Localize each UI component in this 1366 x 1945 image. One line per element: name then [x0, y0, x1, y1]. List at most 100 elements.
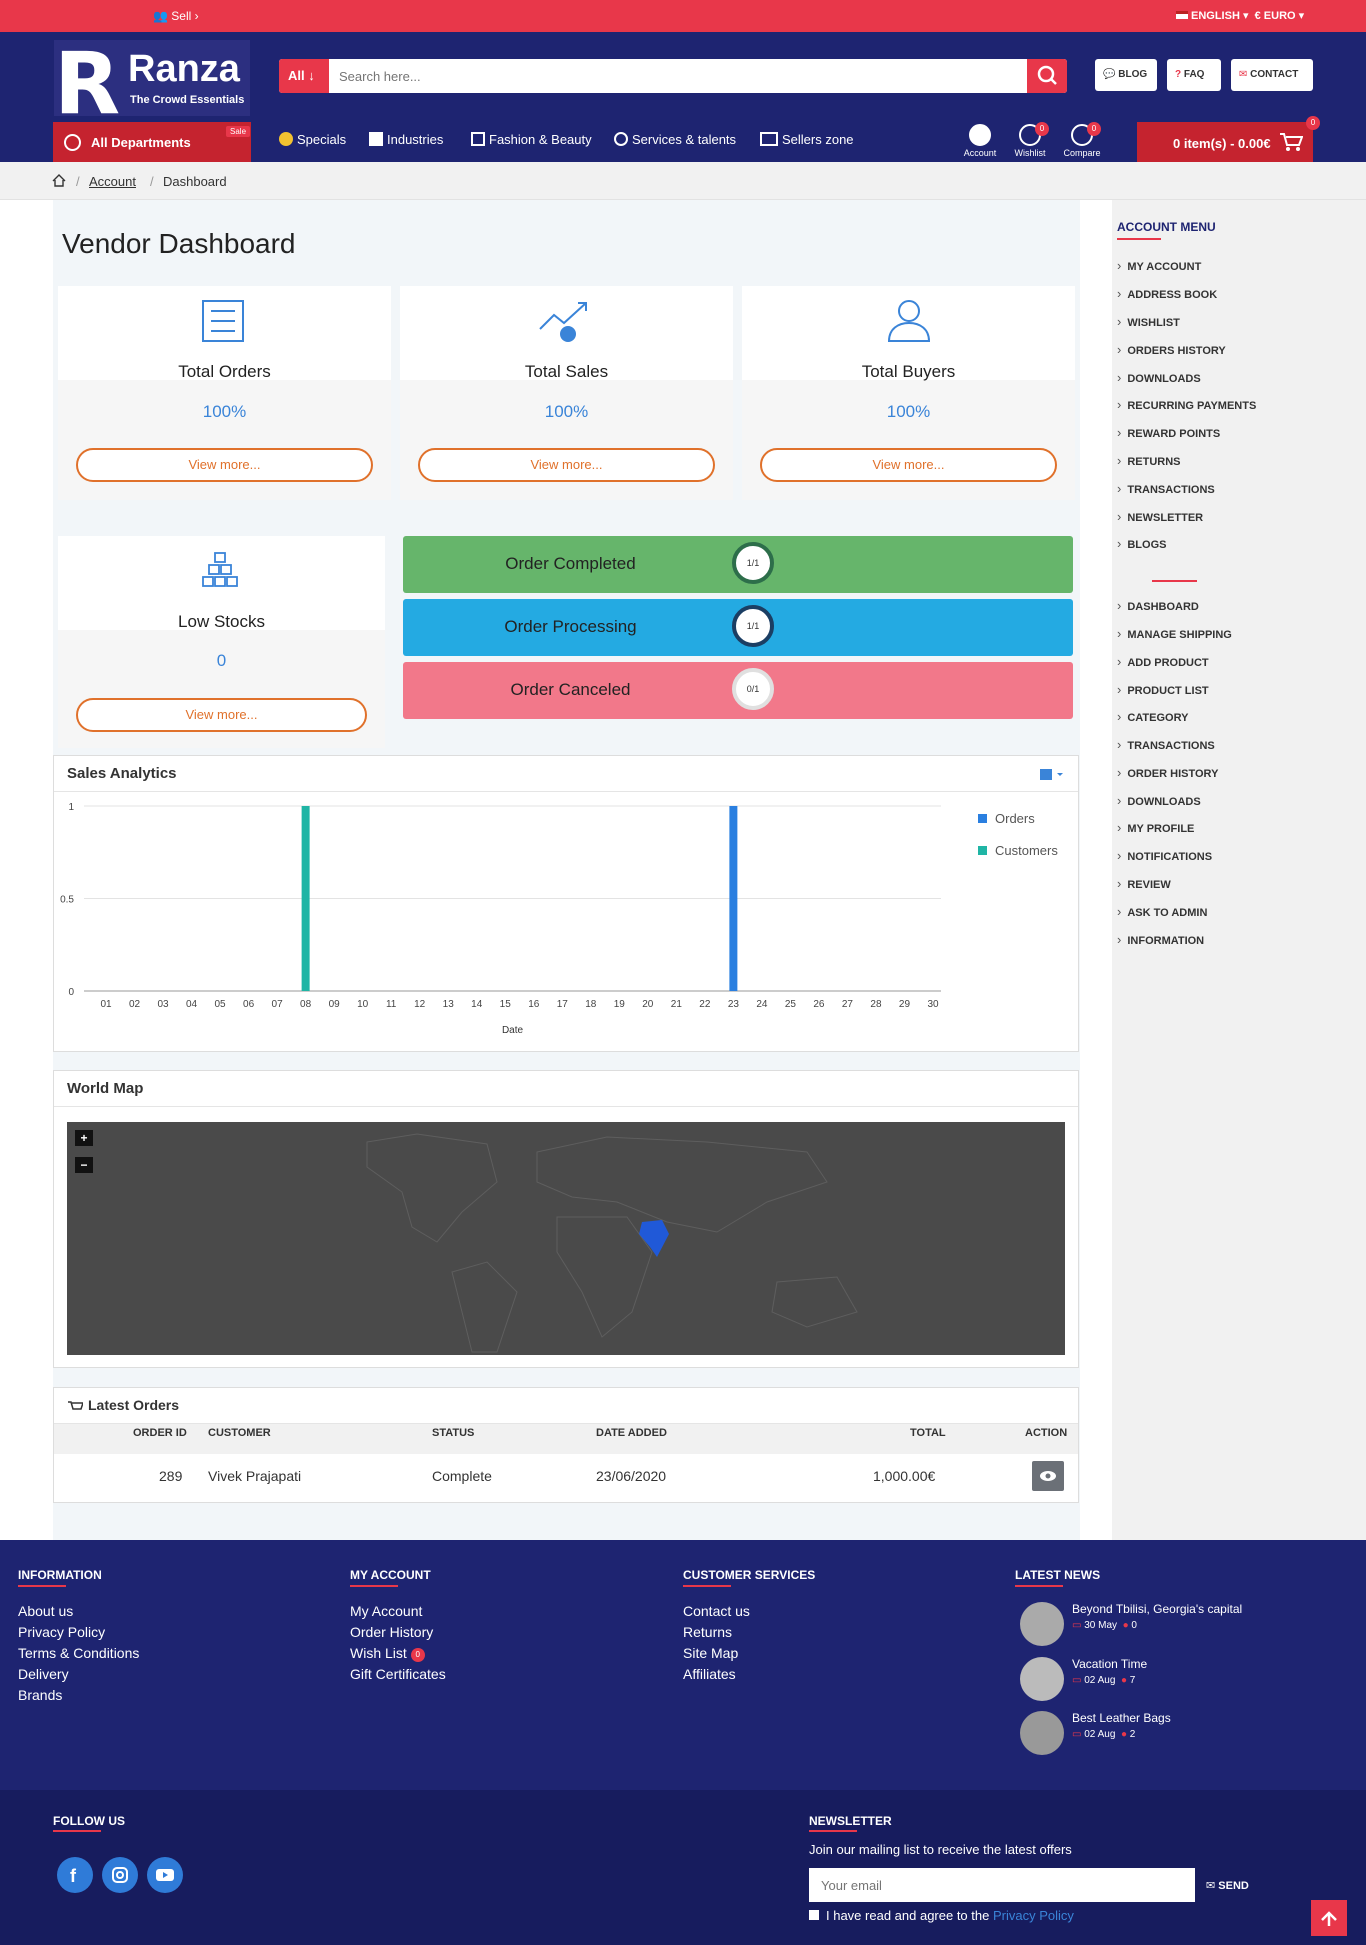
footer-link[interactable]: Site Map — [683, 1645, 739, 1661]
blog-button[interactable]: 💬 BLOG — [1095, 59, 1157, 91]
footer-link-wishlist[interactable]: Wish List 0 — [350, 1645, 425, 1662]
nav-sellers[interactable]: Sellers zone — [760, 132, 854, 147]
faq-button[interactable]: ? FAQ — [1167, 59, 1221, 91]
help-icon: ? — [1175, 69, 1182, 80]
sidebar-item-notifications[interactable]: NOTIFICATIONS — [1117, 848, 1212, 863]
footer-link[interactable]: Contact us — [683, 1603, 750, 1619]
footer-link[interactable]: Gift Certificates — [350, 1666, 446, 1682]
footer-link[interactable]: Order History — [350, 1624, 434, 1640]
sidebar-item-my-profile[interactable]: MY PROFILE — [1117, 820, 1194, 835]
footer-link[interactable]: Returns — [683, 1624, 733, 1640]
news-thumbnail[interactable] — [1020, 1711, 1064, 1755]
contact-button[interactable]: ✉ CONTACT — [1231, 59, 1313, 91]
sidebar-item-category[interactable]: CATEGORY — [1117, 709, 1188, 724]
order-status-label: Order Canceled — [510, 680, 631, 699]
search-button[interactable] — [1027, 59, 1067, 93]
stat-value: 100% — [886, 402, 931, 421]
sidebar-item-manage-shipping[interactable]: MANAGE SHIPPING — [1117, 626, 1232, 641]
footer-link[interactable]: Brands — [18, 1687, 63, 1703]
sidebar-item-reward-points[interactable]: REWARD POINTS — [1117, 425, 1220, 440]
sales-chart-icon — [539, 302, 587, 342]
newsletter-send-button[interactable]: ✉ SEND — [1206, 1879, 1249, 1892]
footer-link[interactable]: Terms & Conditions — [18, 1645, 140, 1661]
sidebar-item-address-book[interactable]: ADDRESS BOOK — [1117, 286, 1217, 301]
newsletter-email-input[interactable] — [809, 1868, 1195, 1902]
scroll-top-button[interactable] — [1311, 1900, 1347, 1936]
world-map[interactable]: + − — [67, 1122, 1065, 1355]
facebook-button[interactable]: f — [57, 1857, 93, 1893]
sidebar-item-blogs[interactable]: BLOGS — [1117, 536, 1166, 551]
compare-link[interactable]: 0 Compare — [1060, 122, 1104, 158]
sidebar-item-wishlist[interactable]: WISHLIST — [1117, 314, 1180, 329]
total-cell: 1,000.00€ — [873, 1468, 936, 1484]
youtube-icon — [156, 1869, 174, 1881]
sidebar-item-newsletter[interactable]: NEWSLETTER — [1117, 509, 1203, 524]
y-tick-label: 1 — [68, 802, 74, 813]
agree-checkbox[interactable] — [809, 1910, 819, 1920]
sidebar-item-vendor-downloads[interactable]: DOWNLOADS — [1117, 793, 1200, 808]
news-date: 02 Aug — [1084, 1675, 1116, 1686]
x-tick-label: 05 — [215, 999, 227, 1010]
india-highlight — [639, 1220, 669, 1257]
currency-select[interactable]: € EURO ▾ — [1254, 10, 1305, 22]
sidebar-item-downloads[interactable]: DOWNLOADS — [1117, 370, 1200, 385]
zoom-out-button[interactable]: − — [75, 1157, 93, 1173]
sidebar-item-recurring[interactable]: RECURRING PAYMENTS — [1117, 397, 1256, 412]
youtube-button[interactable] — [147, 1857, 183, 1893]
language-select[interactable]: ENGLISH ▾ — [1191, 10, 1249, 22]
sidebar-item-add-product[interactable]: ADD PRODUCT — [1117, 654, 1208, 669]
stat-card-total-sales: Total Sales 100% View more... — [400, 286, 733, 500]
sidebar-item-orders-history[interactable]: ORDERS HISTORY — [1117, 342, 1225, 357]
news-thumbnail[interactable] — [1020, 1657, 1064, 1701]
sidebar-item-ask-admin[interactable]: ASK TO ADMIN — [1117, 904, 1207, 919]
instagram-icon — [112, 1867, 128, 1883]
nav-services[interactable]: Services & talents — [614, 132, 736, 147]
nav-specials[interactable]: Specials — [279, 132, 346, 147]
sidebar-item-my-account[interactable]: MY ACCOUNT — [1117, 258, 1201, 273]
search-category-select[interactable]: All ↓ — [279, 59, 329, 93]
sidebar-item-returns[interactable]: RETURNS — [1117, 453, 1180, 468]
order-status-label: Order Processing — [504, 617, 637, 636]
footer-link[interactable]: Privacy Policy — [18, 1624, 106, 1640]
sell-link[interactable]: 👥 Sell › — [153, 9, 199, 23]
calendar-dropdown[interactable] — [1039, 767, 1069, 783]
news-title[interactable]: Best Leather Bags — [1072, 1711, 1171, 1725]
footer-heading: FOLLOW US — [53, 1814, 125, 1828]
search-input[interactable] — [339, 59, 999, 93]
sidebar-item-information[interactable]: INFORMATION — [1117, 932, 1204, 947]
news-thumbnail[interactable] — [1020, 1602, 1064, 1646]
home-icon[interactable] — [52, 174, 66, 187]
news-title[interactable]: Vacation Time — [1072, 1657, 1148, 1671]
zoom-in-button[interactable]: + — [75, 1130, 93, 1146]
sidebar-item-product-list[interactable]: PRODUCT LIST — [1117, 682, 1208, 697]
sidebar-item-vendor-transactions[interactable]: TRANSACTIONS — [1117, 737, 1214, 752]
privacy-policy-link[interactable]: Privacy Policy — [992, 1908, 1074, 1923]
nav-fashion[interactable]: Fashion & Beauty — [471, 132, 592, 147]
footer-link[interactable]: Delivery — [18, 1666, 69, 1682]
nav-industries[interactable]: Industries — [369, 132, 443, 147]
view-more-button[interactable]: View more... — [418, 448, 715, 482]
news-title[interactable]: Beyond Tbilisi, Georgia's capital — [1072, 1602, 1243, 1616]
footer-link[interactable]: My Account — [350, 1603, 423, 1619]
footer-link[interactable]: About us — [18, 1603, 74, 1619]
sidebar-item-transactions[interactable]: TRANSACTIONS — [1117, 481, 1214, 496]
arrow-up-icon — [1321, 1911, 1337, 1926]
logo[interactable]: R Ranza The Crowd Essentials — [54, 34, 250, 134]
sidebar-item-dashboard[interactable]: DASHBOARD — [1117, 598, 1199, 613]
view-more-button[interactable]: View more... — [76, 698, 367, 732]
sidebar-item-review[interactable]: REVIEW — [1117, 876, 1170, 891]
footer-link[interactable]: Affiliates — [683, 1666, 736, 1682]
all-departments-button[interactable]: All Departments Sale — [53, 122, 251, 162]
wishlist-link[interactable]: 0 Wishlist — [1008, 122, 1052, 158]
sidebar-item-order-history[interactable]: ORDER HISTORY — [1117, 765, 1218, 780]
account-sidebar: ACCOUNT MENU MY ACCOUNT ADDRESS BOOK WIS… — [1112, 200, 1366, 1540]
instagram-button[interactable] — [102, 1857, 138, 1893]
view-more-button[interactable]: View more... — [76, 448, 373, 482]
cart-button[interactable]: 0 item(s) - 0.00€ 0 — [1137, 116, 1320, 162]
view-more-button[interactable]: View more... — [760, 448, 1057, 482]
breadcrumb-account[interactable]: Account — [89, 174, 136, 189]
order-status-ratio: 1/1 — [732, 542, 774, 584]
account-link[interactable]: Account — [958, 124, 1002, 158]
view-order-button[interactable] — [1032, 1461, 1064, 1491]
top-bar: 👥 Sell › ENGLISH ▾ € EURO ▾ — [0, 0, 1366, 32]
